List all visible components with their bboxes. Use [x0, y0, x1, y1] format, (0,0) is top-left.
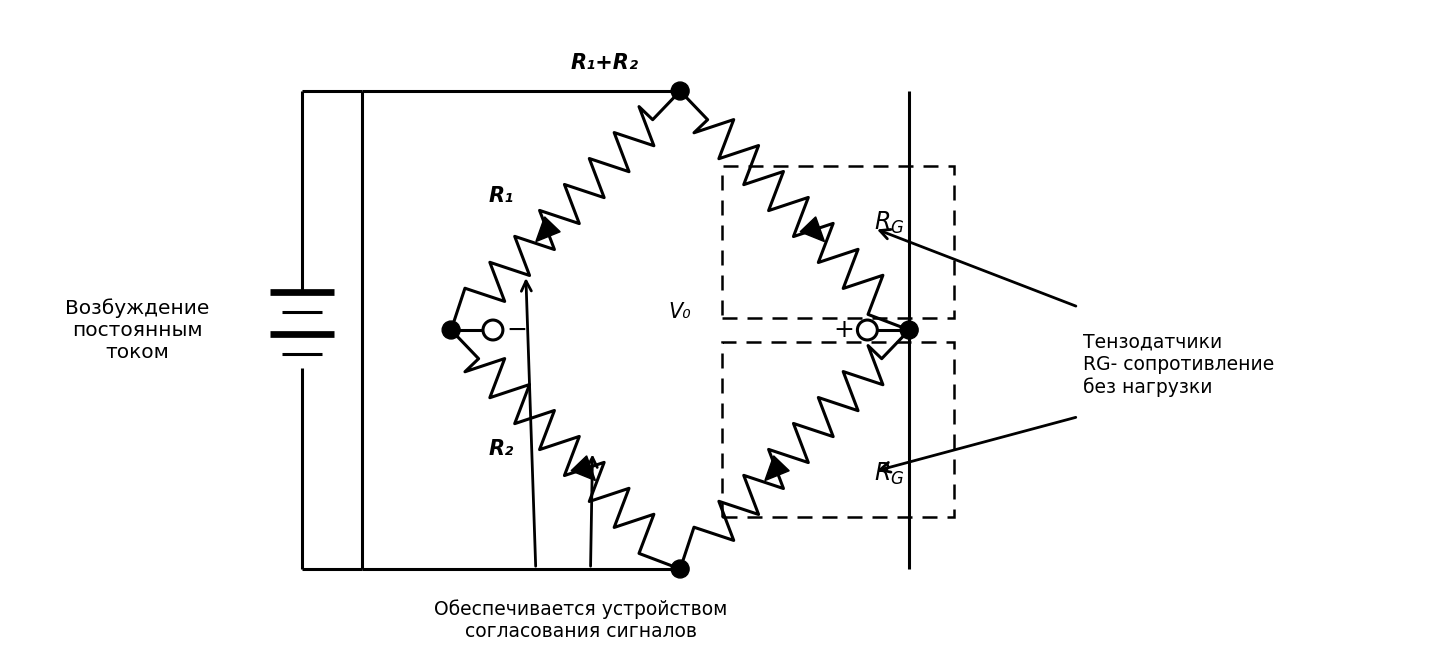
Circle shape [901, 321, 918, 339]
Text: Возбуждение
постоянным
током: Возбуждение постоянным током [66, 298, 209, 362]
Circle shape [483, 320, 503, 340]
Circle shape [858, 320, 878, 340]
Text: Обеспечивается устройством
согласования сигналов: Обеспечивается устройством согласования … [435, 599, 727, 641]
Bar [721, 166, 954, 318]
Text: R₂: R₂ [489, 440, 513, 459]
Polygon shape [571, 456, 595, 480]
Text: Тензодатчики
RG- сопротивление
без нагрузки: Тензодатчики RG- сопротивление без нагру… [1084, 333, 1275, 397]
Text: $R_G$: $R_G$ [875, 209, 905, 236]
Text: R₁: R₁ [489, 185, 513, 205]
Text: R₁+R₂: R₁+R₂ [571, 53, 638, 73]
Polygon shape [764, 456, 789, 480]
Polygon shape [800, 217, 825, 242]
Text: $R_G$: $R_G$ [875, 461, 905, 488]
Circle shape [442, 321, 460, 339]
Text: V₀: V₀ [668, 302, 691, 322]
Text: −: − [506, 318, 528, 342]
Bar [721, 342, 954, 517]
Text: +: + [833, 318, 853, 342]
Polygon shape [536, 217, 561, 242]
Circle shape [671, 82, 690, 100]
Circle shape [671, 560, 690, 578]
